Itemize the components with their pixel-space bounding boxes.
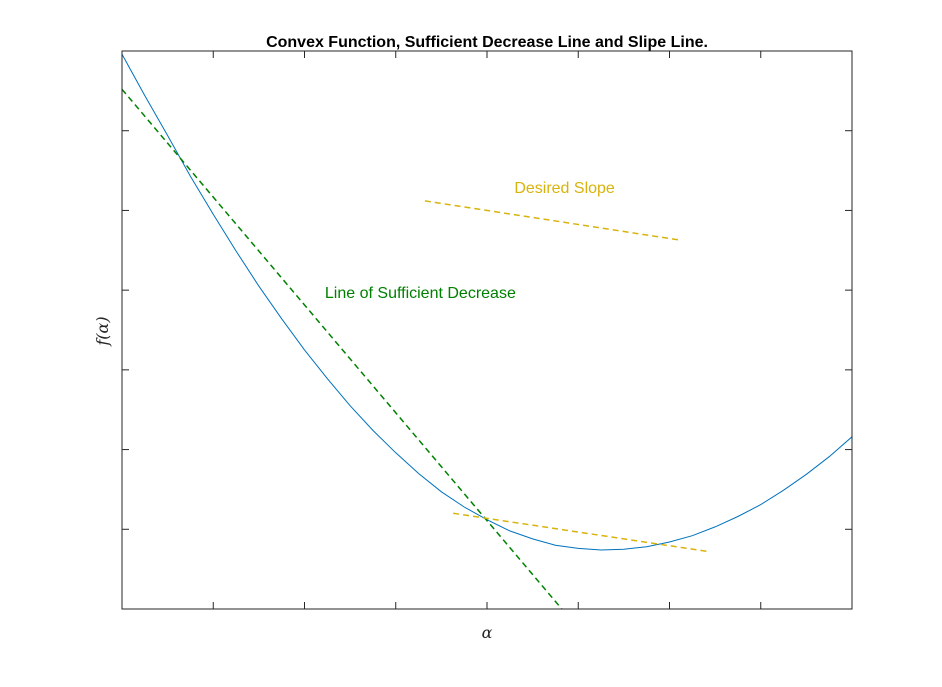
slope-tangent-line-3: [453, 512, 709, 553]
y-axis-label: f(α): [93, 316, 112, 346]
sufficient-decrease-line: [122, 88, 563, 609]
plot-area: Desired Slope Line of Sufficient Decrease: [121, 50, 853, 610]
chart-title: Convex Function, Sufficient Decrease Lin…: [266, 34, 708, 51]
axes-box: [121, 50, 853, 610]
desired-slope-line: [424, 200, 679, 241]
sufficient-decrease-label: Line of Sufficient Decrease: [325, 285, 516, 302]
desired-slope-label: Desired Slope: [514, 180, 615, 197]
x-axis-label: α: [482, 623, 493, 642]
plot-background: [122, 51, 852, 609]
